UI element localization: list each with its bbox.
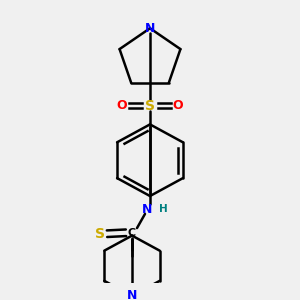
Text: N: N — [145, 22, 155, 35]
Text: C: C — [128, 228, 136, 238]
Text: N: N — [127, 290, 137, 300]
Text: S: S — [95, 227, 105, 241]
Text: H: H — [159, 204, 167, 214]
Text: N: N — [142, 203, 152, 216]
Text: O: O — [173, 99, 183, 112]
Text: O: O — [117, 99, 127, 112]
Text: S: S — [145, 98, 155, 112]
